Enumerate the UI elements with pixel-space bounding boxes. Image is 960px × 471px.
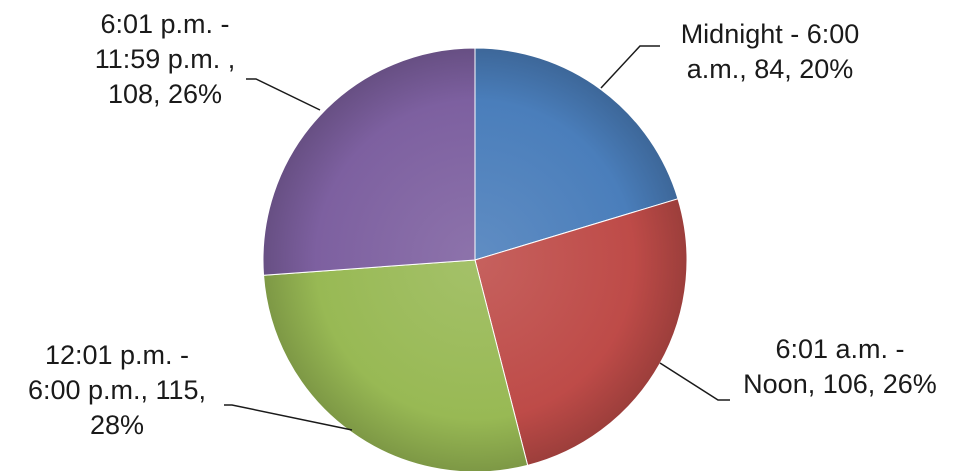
slice-labels-layer: Midnight - 6:00 a.m., 84, 20% 6:01 a.m. - N… xyxy=(28,9,937,440)
slice-label-line: a.m., 84, 20% xyxy=(687,54,854,84)
slice-label-line: 6:01 a.m. - xyxy=(775,334,904,364)
pie-slice-6-01-p-m-11-59-p-m xyxy=(262,47,476,276)
pie-slice-midnight-6-00-a-m xyxy=(474,47,679,261)
slice-label-6-01-a-m-noon: 6:01 a.m. - Noon, 106, 26% xyxy=(743,334,937,399)
slice-label-6-01-p-m-11-59-p-m: 6:01 p.m. - 11:59 p.m. , 108, 26% xyxy=(95,9,236,109)
slice-label-line: 28% xyxy=(90,410,144,440)
slice-label-line: 11:59 p.m. , xyxy=(95,44,236,74)
slice-label-line: 12:01 p.m. - xyxy=(45,340,189,370)
pie-slice-12-01-p-m-6-00-p-m xyxy=(263,259,529,471)
slice-label-line: 6:00 p.m., 115, xyxy=(28,375,206,405)
slices-layer xyxy=(262,47,688,471)
leader-lines-layer xyxy=(224,45,730,431)
leader-line-6-01-p-m-11-59-p-m xyxy=(246,78,321,111)
slice-label-line: Noon, 106, 26% xyxy=(743,369,937,399)
leader-line-midnight-6-00-a-m xyxy=(600,45,660,89)
slice-label-line: 6:01 p.m. - xyxy=(100,9,229,39)
slice-label-midnight-6-00-a-m: Midnight - 6:00 a.m., 84, 20% xyxy=(681,19,860,84)
pie-slice-6-01-a-m-noon xyxy=(474,198,688,466)
slice-label-12-01-p-m-6-00-p-m: 12:01 p.m. - 6:00 p.m., 115, 28% xyxy=(28,340,206,440)
slice-label-line: 108, 26% xyxy=(108,79,222,109)
slice-label-line: Midnight - 6:00 xyxy=(681,19,860,49)
leader-line-12-01-p-m-6-00-p-m xyxy=(224,404,353,431)
leader-line-6-01-a-m-noon xyxy=(659,362,730,401)
